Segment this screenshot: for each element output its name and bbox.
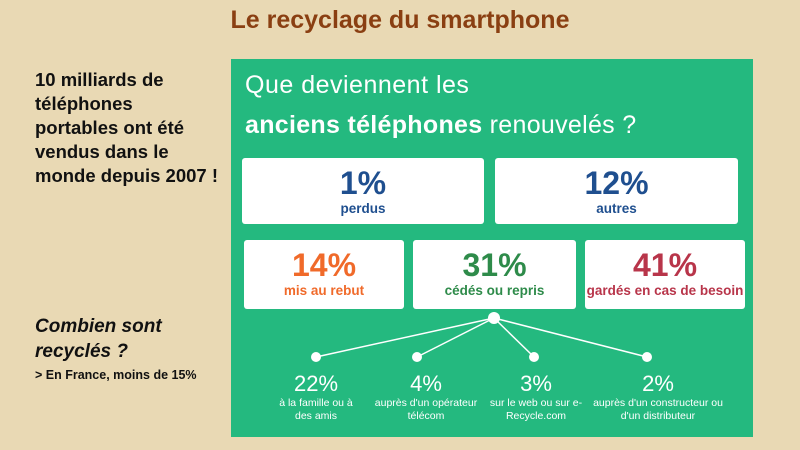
stat-box-kept: 41% gardés en cas de besoin [585,240,745,309]
sub-stat-percent: 22% [293,371,339,396]
sub-stat-percent: 3% [520,371,552,396]
stat-label: mis au rebut [283,283,365,298]
connector-dot [529,352,539,362]
sub-stat-label: auprès d'un constructeur ou d'un distrib… [593,397,723,422]
heading-rest-part: renouvelés ? [482,111,637,139]
question-text: Combien sont recyclés ? [35,316,162,362]
note-text: > En France, moins de 15% [35,368,197,382]
infographic-heading-line1: Que deviennent les [245,71,470,99]
stat-percent: 14% [291,247,357,283]
connector-lines [311,312,652,362]
stat-label: cédés ou repris [444,283,545,298]
stat-box-other: 12% autres [495,158,738,224]
stat-box-discarded: 14% mis au rebut [244,240,404,309]
stat-label: perdus [340,201,386,216]
stat-label: autres [596,201,637,216]
stat-percent: 12% [584,165,649,201]
stat-percent: 31% [462,247,527,283]
connector-dot [642,352,652,362]
stat-percent: 41% [632,247,698,283]
slide-title: Le recyclage du smartphone [230,6,570,34]
stat-box-given-away: 31% cédés ou repris [413,240,576,309]
stat-percent: 1% [339,165,387,201]
connector-dot [412,352,422,362]
heading-bold-part: anciens téléphones [245,111,483,139]
connector-hub-dot [488,312,500,324]
stat-label: gardés en cas de besoin [586,283,744,298]
stat-box-lost: 1% perdus [242,158,484,224]
sub-stat-family: 22% à la famille ou à des amis [271,371,361,423]
sub-stat-operator: 4% auprès d'un opérateur télécom [371,371,481,423]
sub-stat-percent: 2% [642,371,674,396]
sub-stat-label: à la famille ou à des amis [279,397,353,422]
sub-stat-label: sur le web ou sur e-Recycle.com [489,397,583,422]
intro-text: 10 milliards de téléphones portables ont… [35,69,218,186]
sub-stat-manufacturer: 2% auprès d'un constructeur ou d'un dist… [593,371,723,423]
sub-stat-label: auprès d'un opérateur télécom [374,397,478,422]
infographic-heading-line2: anciens téléphones renouvelés ? [245,111,636,140]
infographic: Que deviennent les anciens téléphones re… [231,59,753,437]
sub-stat-web: 3% sur le web ou sur e-Recycle.com [481,371,591,423]
sub-stat-percent: 4% [410,371,442,396]
connector-dot [311,352,321,362]
